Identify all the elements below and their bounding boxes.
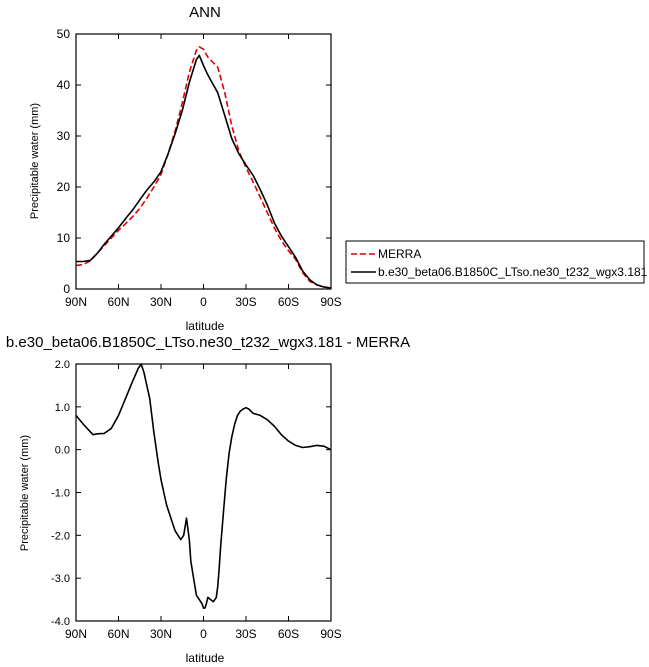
top-x-tick-label: 30N (150, 295, 172, 309)
legend: MERRA b.e30_beta06.B1850C_LTso.ne30_t232… (345, 240, 648, 284)
top-x-tick-label: 90S (320, 295, 341, 309)
top-y-tick-label: 30 (57, 129, 71, 143)
bottom-y-axis-label: Precipitable water (mm) (19, 435, 31, 551)
top-series-line-1 (76, 54, 332, 289)
top-plot-frame (75, 33, 332, 290)
top-x-axis-label: latitude (186, 319, 225, 333)
top-x-tick-label: 0 (200, 295, 207, 309)
bottom-x-tick-label: 30N (150, 627, 172, 641)
top-y-tick-label: 50 (57, 27, 71, 41)
legend-box (345, 240, 645, 284)
legend-label-merra: MERRA (378, 247, 421, 261)
bottom-y-tick-label: 0.0 (55, 445, 70, 457)
top-panel-chart: ANN Precipitable water (mm) latitude 90N… (29, 4, 342, 333)
bottom-y-tick-label: -1.0 (51, 488, 70, 500)
bottom-y-tick-label: 1.0 (55, 402, 70, 414)
bottom-x-tick-label: 30S (235, 627, 256, 641)
bottom-chart-title: b.e30_beta06.B1850C_LTso.ne30_t232_wgx3.… (6, 334, 410, 351)
top-x-tick-label: 30S (235, 295, 256, 309)
top-y-tick-label: 20 (57, 180, 71, 194)
top-x-tick-label: 60N (107, 295, 129, 309)
bottom-panel-chart: b.e30_beta06.B1850C_LTso.ne30_t232_wgx3.… (6, 334, 410, 665)
top-series-line-0 (75, 45, 332, 289)
bottom-plot-frame (75, 363, 332, 622)
bottom-x-tick-label: 90N (65, 627, 87, 641)
bottom-y-tick-label: -2.0 (51, 530, 70, 542)
top-chart-title: ANN (189, 4, 221, 21)
top-x-tick-label: 60S (278, 295, 299, 309)
bottom-y-tick-label: -3.0 (51, 573, 70, 585)
legend-label-model: b.e30_beta06.B1850C_LTso.ne30_t232_wgx3.… (378, 265, 648, 279)
top-y-tick-label: 40 (57, 78, 71, 92)
bottom-y-tick-label: -4.0 (51, 616, 70, 628)
top-x-tick-label: 90N (65, 295, 87, 309)
bottom-x-axis-label: latitude (186, 651, 225, 665)
bottom-x-tick-label: 0 (200, 627, 207, 641)
bottom-x-tick-label: 60N (107, 627, 129, 641)
bottom-x-tick-label: 90S (320, 627, 341, 641)
bottom-series-line-0 (75, 363, 332, 609)
top-y-tick-label: 10 (57, 231, 71, 245)
bottom-y-tick-label: 2.0 (55, 359, 70, 371)
top-y-axis-label: Precipitable water (mm) (29, 103, 41, 219)
bottom-x-tick-label: 60S (278, 627, 299, 641)
top-y-tick-label: 0 (63, 282, 70, 296)
